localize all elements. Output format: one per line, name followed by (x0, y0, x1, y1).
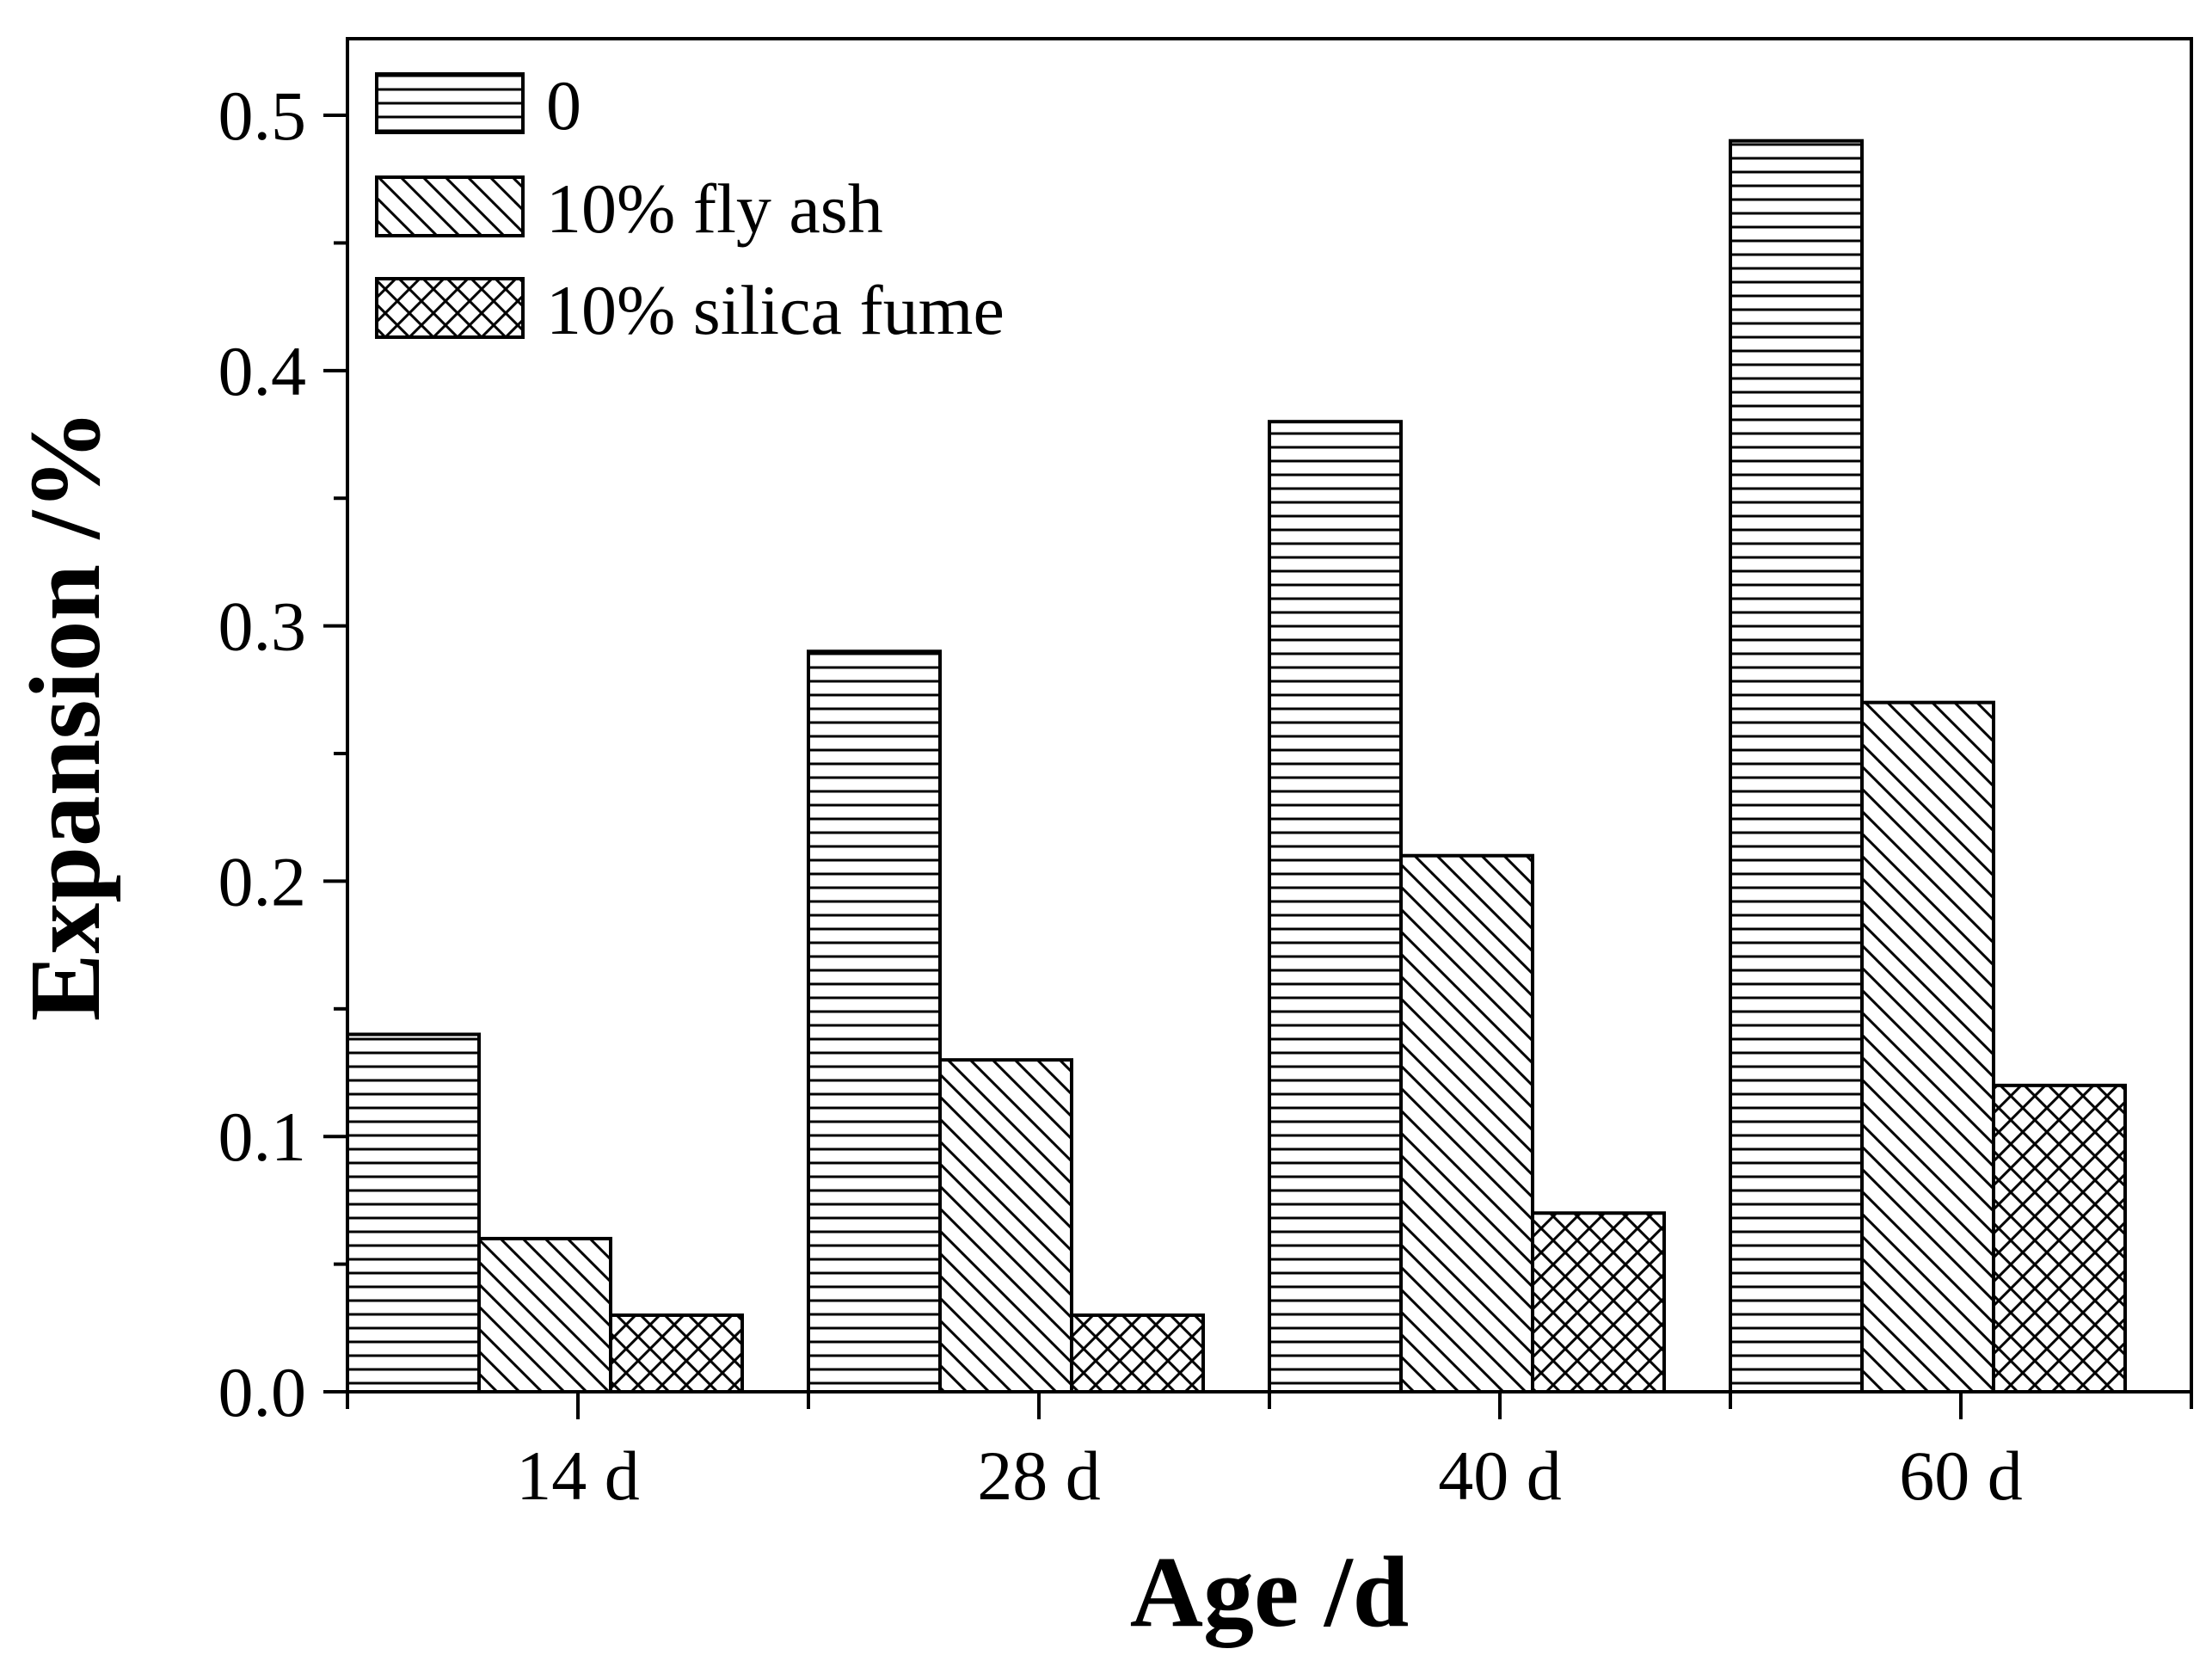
bar-10-silica-fume-40-d (1531, 1211, 1666, 1394)
bar-0-40-d (1268, 420, 1403, 1394)
legend: 0 10% fly ash 10% silica fume (375, 66, 1005, 349)
x-axis-title: Age /d (1130, 1535, 1410, 1648)
y-tick-label: 0.3 (218, 588, 307, 666)
bar-0-14-d (346, 1032, 481, 1394)
bar-10-silica-fume-14-d (609, 1313, 744, 1394)
bar-10-fly-ash-14-d (477, 1236, 612, 1394)
bar-10-fly-ash-28-d (938, 1058, 1073, 1394)
y-axis-title: Expansion /% (9, 409, 121, 1022)
legend-label: 10% silica fume (546, 271, 1005, 349)
bar-0-28-d (807, 649, 942, 1394)
y-tick-label: 0.0 (218, 1353, 307, 1431)
legend-label: 10% fly ash (546, 169, 883, 248)
legend-swatch (375, 175, 525, 237)
bars-group (346, 138, 2127, 1394)
x-tick-label: 40 d (1438, 1437, 1562, 1515)
bar-0-60-d (1729, 138, 1864, 1394)
y-tick-label: 0.5 (218, 77, 307, 155)
legend-swatch (375, 277, 525, 339)
legend-swatch (375, 72, 525, 134)
x-tick-label: 60 d (1899, 1437, 2023, 1515)
x-axis: 14 d 28 d 40 d 60 d (346, 1392, 2193, 1515)
y-tick-label: 0.4 (218, 332, 307, 410)
x-tick-label: 28 d (977, 1437, 1101, 1515)
legend-label: 0 (546, 66, 581, 145)
bar-10-silica-fume-28-d (1070, 1313, 1205, 1394)
bar-10-fly-ash-40-d (1399, 853, 1534, 1394)
y-axis: 0.0 0.1 0.2 0.3 0.4 0.5 (218, 77, 347, 1431)
bar-10-fly-ash-60-d (1860, 700, 1995, 1394)
x-tick-label: 14 d (516, 1437, 640, 1515)
y-tick-label: 0.1 (218, 1098, 307, 1176)
bar-10-silica-fume-60-d (1992, 1083, 2127, 1394)
y-tick-label: 0.2 (218, 842, 307, 920)
